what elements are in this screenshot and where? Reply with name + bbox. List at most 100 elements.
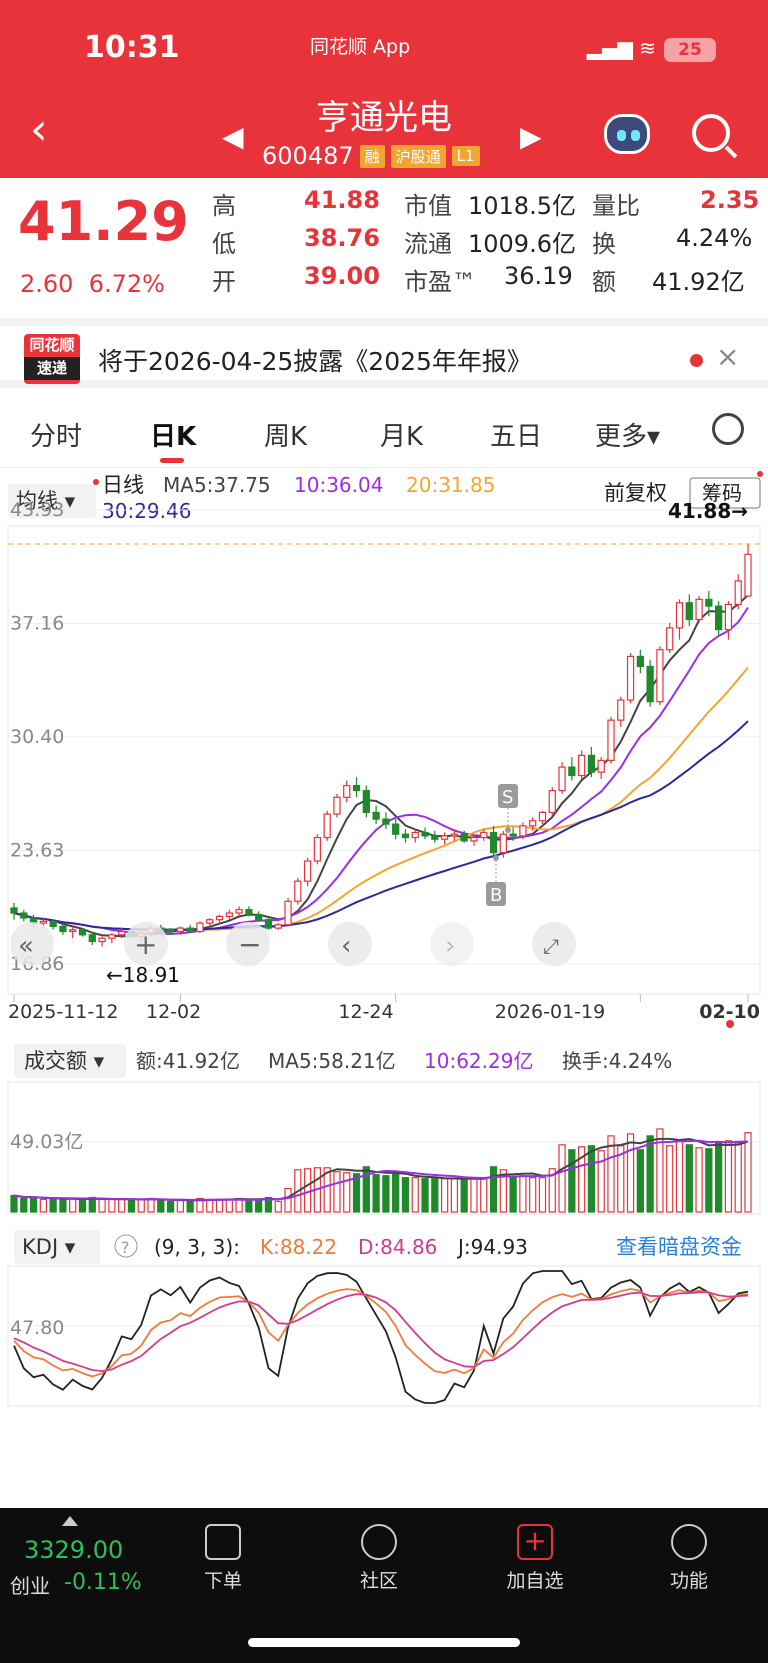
plus-icon: + bbox=[134, 928, 157, 961]
volume-bar bbox=[255, 1198, 263, 1213]
next-stock-icon[interactable]: ▶ bbox=[520, 120, 542, 153]
volume-selector-bg[interactable] bbox=[14, 1044, 126, 1078]
community-star-icon bbox=[361, 1524, 397, 1560]
kdj-selector[interactable]: KDJ ▾ bbox=[22, 1235, 76, 1259]
volume-bar bbox=[20, 1197, 28, 1213]
candle-body bbox=[734, 580, 742, 606]
ma10-label: 10:36.04 bbox=[294, 473, 383, 497]
main-chart-frame bbox=[7, 525, 761, 995]
tab-weekly-k[interactable]: 周K bbox=[264, 422, 308, 452]
chevron-right-icon: › bbox=[445, 931, 455, 961]
candle-body bbox=[509, 833, 517, 837]
change-value: 2.60 bbox=[20, 270, 74, 298]
volume-bar bbox=[166, 1200, 175, 1213]
candle-body bbox=[401, 833, 410, 839]
low-label: 低 bbox=[212, 230, 236, 258]
kdj-k: K:88.22 bbox=[260, 1235, 337, 1259]
date-tick-label: 12-24 bbox=[338, 1001, 393, 1023]
candle-body bbox=[382, 818, 390, 825]
mcap-label: 市值 bbox=[404, 192, 452, 220]
scroll-left-button[interactable] bbox=[328, 922, 372, 966]
chips-button[interactable]: 筹码 bbox=[702, 481, 742, 505]
candle-body bbox=[49, 920, 57, 928]
volume-bar bbox=[274, 1200, 282, 1213]
kdj-selector-bg[interactable] bbox=[14, 1230, 100, 1264]
kdj-j: J:94.93 bbox=[456, 1235, 528, 1259]
back-icon[interactable]: ‹ bbox=[30, 104, 48, 155]
assistant-robot-icon[interactable] bbox=[604, 114, 650, 154]
candle-body bbox=[529, 820, 537, 827]
volume-bar bbox=[744, 1132, 752, 1213]
community-button[interactable]: 社区 bbox=[334, 1518, 424, 1593]
scroll-left-fast-button[interactable] bbox=[10, 922, 54, 966]
notice-text[interactable]: 将于2026-04-25披露《2025年年报》 bbox=[98, 347, 532, 376]
app-header: 10:31 同花顺 App ▂▄▆ ≋ 25 ‹ ◀ 亨通光电 ▶ 600487… bbox=[0, 0, 768, 178]
candle-body bbox=[489, 831, 498, 854]
kdj-j-line bbox=[13, 1270, 749, 1404]
low-value: 38.76 bbox=[304, 224, 380, 252]
index-name[interactable]: 创业 bbox=[10, 1574, 50, 1598]
sell-signal-bg[interactable] bbox=[498, 784, 518, 808]
volume-bar bbox=[157, 1199, 165, 1213]
candle-body bbox=[333, 796, 341, 815]
status-app-label[interactable]: 同花顺 App bbox=[310, 36, 411, 58]
ma30-label: 30:29.46 bbox=[102, 499, 191, 523]
tab-monthly-k[interactable]: 月K bbox=[380, 422, 424, 452]
adjust-mode[interactable]: 前复权 bbox=[604, 481, 667, 505]
tab-five-day[interactable]: 五日 bbox=[490, 422, 543, 452]
vol-ratio-value: 2.35 bbox=[700, 186, 760, 214]
kline-chart[interactable]: 均线 ▾ 日线 MA5:37.75 10:36.04 20:31.85 30:2… bbox=[0, 470, 768, 1510]
candle-body bbox=[626, 655, 635, 701]
candle-body bbox=[225, 912, 233, 917]
turnover-label: 换 bbox=[592, 230, 616, 258]
candle-body bbox=[98, 937, 106, 943]
stock-code: 600487 bbox=[262, 142, 354, 170]
fullscreen-button[interactable] bbox=[532, 922, 576, 966]
zoom-in-button[interactable] bbox=[124, 922, 168, 966]
buy-signal[interactable]: B bbox=[490, 885, 502, 906]
main-grid bbox=[8, 509, 760, 965]
help-icon[interactable] bbox=[114, 1234, 138, 1258]
index-value[interactable]: 3329.00 bbox=[24, 1536, 124, 1564]
kdj-lines bbox=[13, 1270, 749, 1404]
tab-intraday[interactable]: 分时 bbox=[30, 422, 83, 452]
settings-hexagon-icon[interactable] bbox=[712, 413, 744, 445]
search-icon[interactable] bbox=[692, 114, 730, 152]
change-pct: 6.72% bbox=[88, 270, 165, 298]
low-marker: ←18.91 bbox=[106, 963, 180, 987]
date-tick-label: 12-02 bbox=[146, 1001, 201, 1023]
volume-selector[interactable]: 成交额 ▾ bbox=[24, 1049, 105, 1073]
close-icon[interactable]: × bbox=[716, 340, 740, 373]
functions-button[interactable]: 功能 bbox=[644, 1518, 734, 1593]
kdj-params: (9, 3, 3): bbox=[154, 1235, 240, 1259]
sell-signal[interactable]: S bbox=[502, 787, 513, 808]
kdj-d-line bbox=[13, 1291, 749, 1373]
order-button[interactable]: 下单 bbox=[178, 1518, 268, 1593]
tab-daily-k[interactable]: 日K bbox=[150, 422, 197, 452]
zoom-out-button[interactable] bbox=[226, 922, 270, 966]
add-watchlist-button[interactable]: + 加自选 bbox=[490, 1518, 580, 1593]
volume-bar bbox=[196, 1197, 204, 1213]
candle-body bbox=[519, 825, 527, 837]
kdj-frame bbox=[7, 1265, 761, 1407]
volume-bar bbox=[147, 1197, 155, 1213]
last-price: 41.29 bbox=[18, 190, 189, 253]
candle-body bbox=[59, 925, 67, 933]
indicator-selector[interactable]: 均线 ▾ bbox=[16, 489, 76, 513]
pe-label: 市盈™ bbox=[404, 268, 476, 296]
volume-bar bbox=[215, 1198, 224, 1213]
volume-bar bbox=[597, 1150, 605, 1213]
volume-bar bbox=[695, 1147, 703, 1213]
signal-wifi-icon: ▂▄▆ ≋ bbox=[586, 36, 656, 60]
tab-more[interactable]: 更多▾ bbox=[595, 422, 661, 452]
buy-signal-bg[interactable] bbox=[486, 882, 506, 906]
chips-button-bg[interactable] bbox=[689, 477, 761, 509]
prev-stock-icon[interactable]: ◀ bbox=[222, 120, 244, 153]
notice-banner[interactable]: 同花顺 速递 将于2026-04-25披露《2025年年报》 × bbox=[0, 318, 768, 388]
candle-body bbox=[499, 833, 507, 854]
dark-pool-link[interactable]: 查看暗盘资金 bbox=[616, 1235, 742, 1259]
scroll-right-button[interactable] bbox=[430, 922, 474, 966]
tab-active-indicator bbox=[160, 458, 184, 463]
expand-caret-icon[interactable] bbox=[62, 1516, 78, 1526]
